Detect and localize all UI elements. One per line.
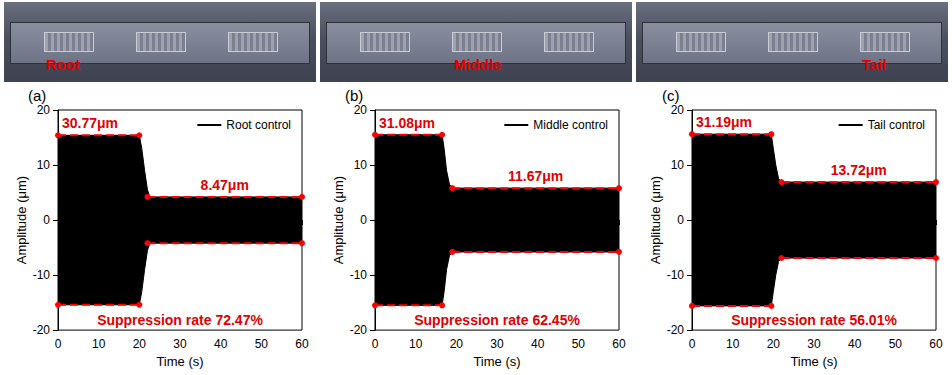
html-text:Middle: Middle [454,56,502,73]
svg-text:(b): (b) [345,87,363,104]
svg-text:(a): (a) [28,87,46,104]
svg-text:30: 30 [807,337,821,351]
svg-text:-20: -20 [33,323,51,337]
svg-text:Time (s): Time (s) [473,354,520,369]
svg-text:20: 20 [767,337,781,351]
svg-text:10: 10 [671,158,685,172]
svg-text:-20: -20 [350,323,368,337]
svg-text:0: 0 [360,213,367,227]
svg-text:10: 10 [37,158,51,172]
svg-text:Amplitude (μm): Amplitude (μm) [14,176,29,264]
svg-text:10: 10 [354,158,368,172]
svg-text:50: 50 [572,337,586,351]
svg-text:60: 60 [929,337,943,351]
svg-text:20: 20 [133,337,147,351]
svg-text:0: 0 [689,337,696,351]
svg-text:31.19μm: 31.19μm [696,114,752,130]
svg-text:0: 0 [55,337,62,351]
svg-text:8.47μm: 8.47μm [201,177,249,193]
svg-text:31.08μm: 31.08μm [379,115,435,131]
svg-text:40: 40 [848,337,862,351]
svg-text:0: 0 [372,337,379,351]
svg-text:Amplitude (μm): Amplitude (μm) [648,176,663,264]
svg-text:20: 20 [671,103,685,117]
html-text:Tail: Tail [862,56,887,73]
svg-text:40: 40 [531,337,545,351]
svg-text:50: 50 [255,337,269,351]
svg-text:(c): (c) [662,87,680,104]
svg-text:10: 10 [409,337,423,351]
svg-text:10: 10 [92,337,106,351]
svg-text:50: 50 [889,337,903,351]
svg-text:60: 60 [295,337,309,351]
svg-text:0: 0 [677,213,684,227]
svg-text:11.67μm: 11.67μm [508,168,563,184]
svg-text:13.72μm: 13.72μm [831,162,887,178]
svg-text:30: 30 [173,337,187,351]
svg-text:20: 20 [37,103,51,117]
svg-text:20: 20 [450,337,464,351]
svg-text:30: 30 [490,337,504,351]
html-text:Root: Root [46,56,81,73]
svg-text:10: 10 [726,337,740,351]
svg-text:Time (s): Time (s) [790,354,837,369]
svg-text:-10: -10 [667,268,685,282]
svg-text:-10: -10 [350,268,368,282]
svg-text:Middle control: Middle control [533,118,608,132]
svg-text:Root control: Root control [226,118,291,132]
svg-text:-10: -10 [33,268,51,282]
svg-text:20: 20 [354,103,368,117]
svg-text:30.77μm: 30.77μm [62,115,118,131]
svg-text:Suppression rate 56.01%: Suppression rate 56.01% [731,312,897,328]
svg-text:Tail control: Tail control [868,118,925,132]
svg-text:Time (s): Time (s) [156,354,203,369]
svg-text:Suppression rate 62.45%: Suppression rate 62.45% [414,312,580,328]
svg-text:Amplitude (μm): Amplitude (μm) [331,176,346,264]
svg-text:0: 0 [43,213,50,227]
svg-text:40: 40 [214,337,228,351]
svg-text:60: 60 [612,337,626,351]
svg-text:-20: -20 [667,323,685,337]
svg-text:Suppression rate 72.47%: Suppression rate 72.47% [97,312,263,328]
